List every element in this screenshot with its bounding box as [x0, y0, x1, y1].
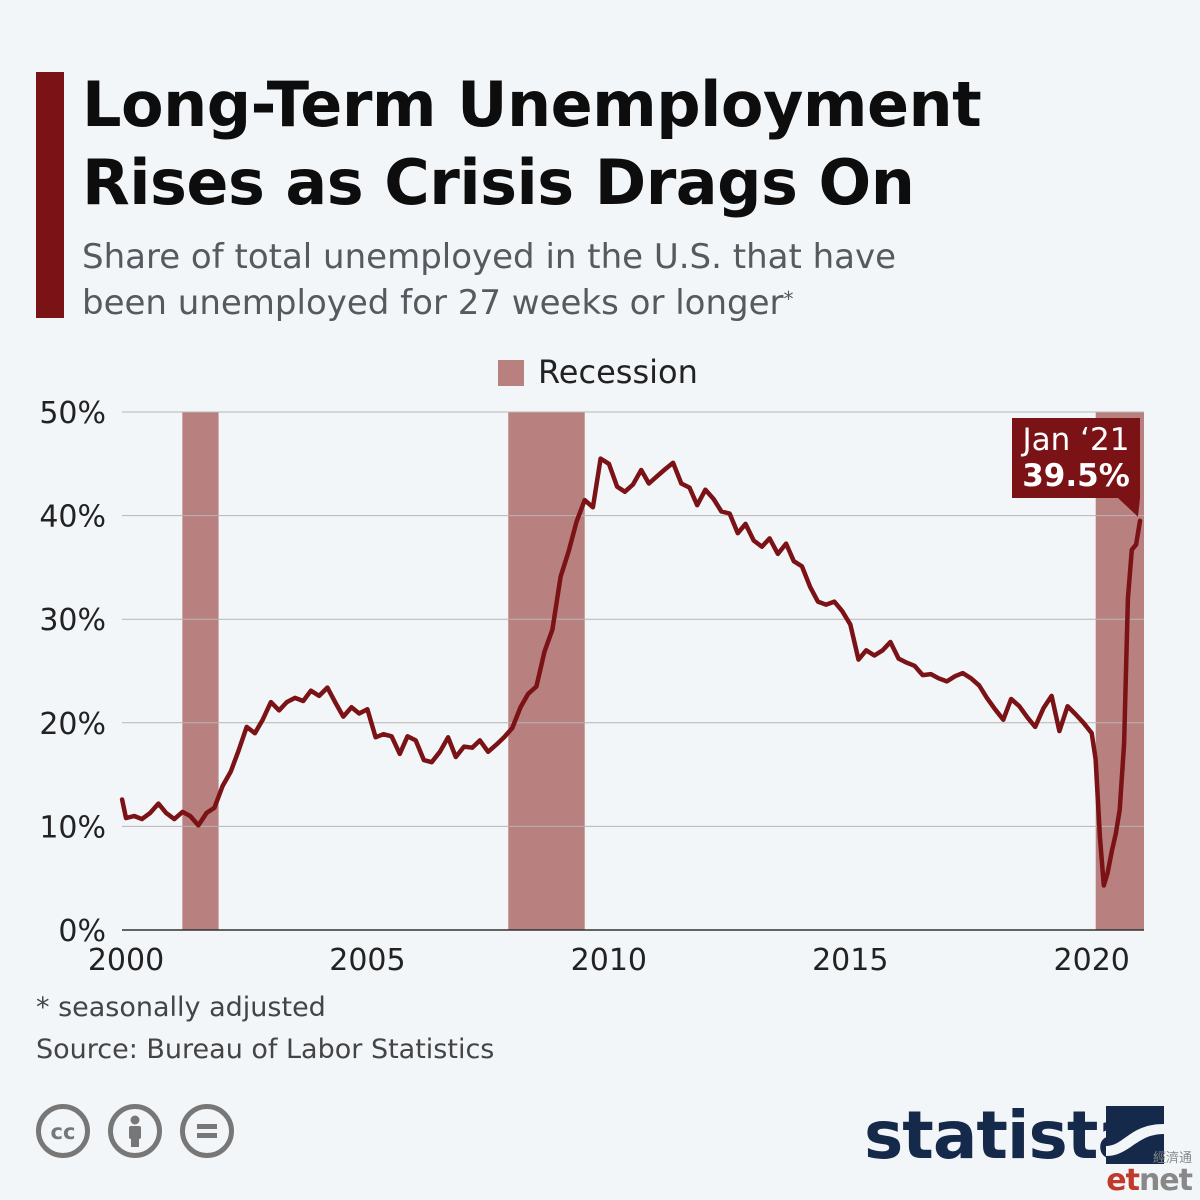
annotation-callout: Jan ‘21 39.5% [1011, 418, 1140, 517]
line-chart: 0% 10% 20% 30% 40% 50% 2000 2005 2010 2015 2020 J… [39, 396, 1144, 978]
footnote: * seasonally adjusted [36, 992, 326, 1023]
x-tick-label: 2000 [88, 943, 164, 978]
statista-mark-icon [1106, 1106, 1164, 1164]
chart-title-line-2: Rises as Crisis Drags On [82, 146, 915, 219]
y-tick-label: 50% [39, 396, 106, 431]
recession-bands [182, 412, 1144, 930]
annotation-pointer [1117, 498, 1140, 517]
chart-subtitle: Share of total unemployed in the U.S. th… [82, 234, 1082, 326]
x-tick-label: 2010 [571, 943, 647, 978]
title-accent-bar [36, 72, 64, 318]
annotation-box [1011, 418, 1140, 498]
y-tick-label: 40% [39, 500, 106, 535]
x-tick-label: 2005 [329, 943, 405, 978]
gridlines [122, 411, 1144, 931]
legend-label-recession: Recession [538, 353, 698, 391]
x-axis-labels: 2000 2005 2010 2015 2020 [88, 943, 1130, 978]
annotation-label-value: 39.5% [1022, 458, 1130, 494]
chart-title: Long-Term Unemployment Rises as Crisis D… [82, 66, 1162, 222]
y-tick-label: 20% [39, 707, 106, 742]
creative-commons-icon[interactable]: cc [36, 1104, 90, 1158]
x-tick-label: 2020 [1054, 943, 1130, 978]
series-line-1 [119, 456, 1143, 888]
chart-subtitle-line-1: Share of total unemployed in the U.S. th… [82, 237, 897, 277]
annotation-label-date: Jan ‘21 [1021, 422, 1130, 458]
y-tick-label: 30% [39, 603, 106, 638]
etnet-watermark: 經濟通 etnet [1106, 1151, 1193, 1198]
y-tick-label: 10% [39, 810, 106, 845]
source-note: Source: Bureau of Labor Statistics [36, 1034, 495, 1065]
y-axis-labels: 0% 10% 20% 30% 40% 50% [39, 396, 106, 949]
svg-text:cc: cc [51, 1120, 76, 1144]
etnet-watermark-et: et [1106, 1163, 1140, 1198]
y-tick-label: 0% [58, 914, 106, 949]
no-derivatives-icon[interactable] [180, 1104, 234, 1158]
statista-wordmark: statista [864, 1097, 1142, 1174]
footnote-marker: * [783, 287, 794, 311]
recession-band-2 [508, 412, 585, 930]
recession-band-1 [182, 412, 219, 930]
etnet-watermark-cn: 經濟通 [1152, 1151, 1192, 1166]
series-layer [119, 456, 1143, 888]
attribution-icon[interactable] [108, 1104, 162, 1158]
etnet-watermark-net: net [1138, 1163, 1193, 1198]
chart-subtitle-line-2: been unemployed for 27 weeks or longer [82, 283, 784, 323]
legend-swatch-recession [498, 360, 524, 386]
x-tick-label: 2015 [812, 943, 888, 978]
chart-title-line-1: Long-Term Unemployment [82, 68, 982, 141]
